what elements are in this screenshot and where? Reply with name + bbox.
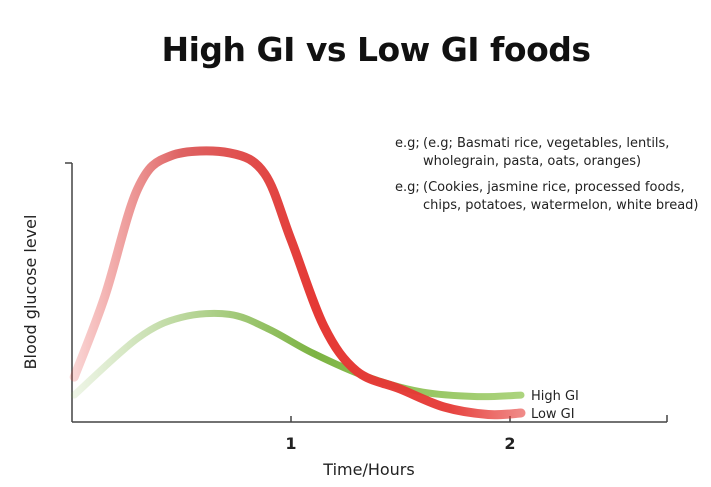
legend-text-red-line1: (Cookies, jasmine rice, processed foods, (423, 180, 685, 195)
series-line-high-gi (70, 309, 525, 401)
y-axis-label: Blood glucose level (21, 215, 40, 370)
series-label-low-gi: Low GI (531, 407, 575, 422)
y-axis (65, 162, 73, 422)
x-tick-label-2: 2 (504, 434, 515, 453)
legend-item-green: e.g; (e.g; Basmati rice, vegetables, len… (367, 136, 669, 169)
series-line-low-gi (69, 146, 526, 420)
legend: e.g; (e.g; Basmati rice, vegetables, len… (367, 136, 699, 213)
legend-marker-red: e.g; (395, 180, 420, 195)
x-axis-label: Time/Hours (322, 460, 414, 479)
legend-marker-green: e.g; (395, 136, 420, 151)
legend-text-red-line2: chips, potatoes, watermelon, white bread… (423, 198, 699, 213)
x-tick-label-1: 1 (285, 434, 296, 453)
series-lines (69, 146, 526, 420)
series-label-high-gi: High GI (531, 389, 579, 404)
legend-text-green-line2: wholegrain, pasta, oats, oranges) (423, 154, 641, 169)
x-axis (72, 415, 668, 423)
legend-item-red: e.g; (Cookies, jasmine rice, processed f… (367, 180, 699, 213)
series-labels: High GI Low GI (531, 389, 579, 422)
legend-text-green-line1: (e.g; Basmati rice, vegetables, lentils, (423, 136, 669, 151)
chart-title: High GI vs Low GI foods (161, 30, 590, 69)
